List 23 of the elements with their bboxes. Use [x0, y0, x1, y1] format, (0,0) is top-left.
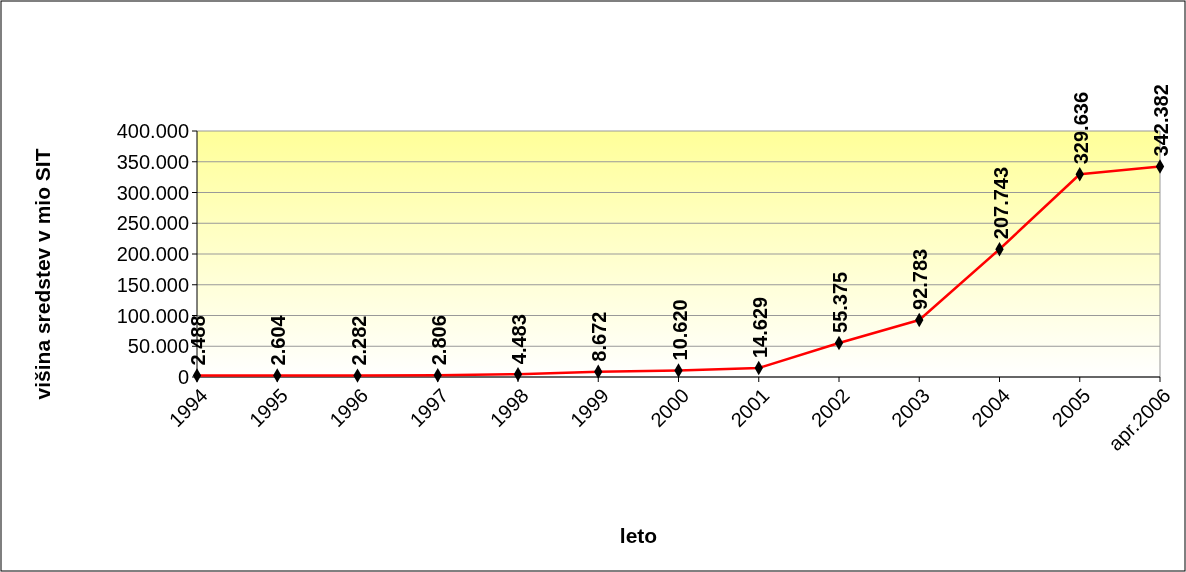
data-label: 55.375 — [829, 271, 851, 333]
y-tick-label: 150.000 — [116, 273, 189, 296]
y-tick-label: 400.000 — [116, 120, 189, 142]
y-tick-label: 0 — [177, 366, 189, 388]
data-label: 2.806 — [427, 315, 450, 366]
y-tick-label: 200.000 — [116, 243, 189, 265]
y-tick-label: 100.000 — [116, 304, 189, 327]
data-label: 2.604 — [267, 314, 290, 366]
y-tick-label: 250.000 — [116, 212, 189, 235]
data-label: 342.382 — [1150, 84, 1172, 157]
data-label: 14.629 — [748, 296, 771, 358]
y-tick-label: 300.000 — [116, 181, 189, 204]
data-label: 10.620 — [668, 299, 691, 361]
y-tick-label: 50.000 — [127, 335, 189, 358]
data-label: 329.636 — [1069, 91, 1092, 165]
data-label: 207.743 — [989, 166, 1012, 240]
data-label: 92.783 — [909, 248, 932, 310]
data-label: 2.282 — [347, 315, 370, 366]
y-tick-label: 350.000 — [116, 150, 189, 173]
x-axis-title: leto — [619, 524, 658, 547]
data-label: 8.672 — [588, 311, 611, 362]
y-axis-title: višina sredstev v mio SIT — [31, 148, 54, 400]
data-label: 4.483 — [508, 314, 530, 365]
